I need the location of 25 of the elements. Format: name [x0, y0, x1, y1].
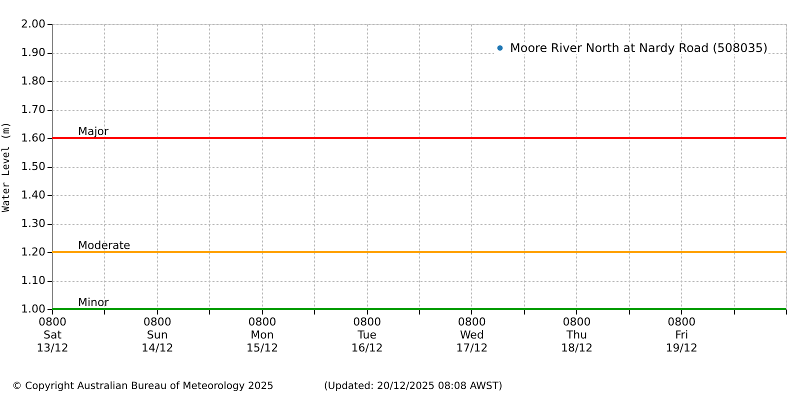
- y-tick-label: 1.70: [21, 103, 46, 116]
- y-tick-label: 1.80: [21, 74, 46, 88]
- y-tick-label: 2.00: [21, 18, 46, 30]
- ref-line-label: Moderate: [78, 239, 131, 252]
- x-tick-label: 0800 Sat 13/12: [36, 316, 68, 354]
- y-tick-label: 1.00: [21, 302, 46, 316]
- x-tick-label: 0800 Mon 15/12: [246, 316, 278, 354]
- legend-label: Moore River North at Nardy Road (508035): [510, 41, 768, 55]
- x-tick-label: 0800 Fri 19/12: [666, 316, 698, 354]
- y-tick-label: 1.10: [21, 274, 46, 287]
- y-axis-title: Water Level (m): [1, 122, 12, 212]
- y-tick-label: 1.30: [21, 217, 46, 230]
- x-tick-label: 0800 Thu 18/12: [560, 316, 593, 354]
- y-tick-label: 1.20: [21, 246, 46, 258]
- x-tick-label: 0800 Tue 16/12: [351, 316, 383, 354]
- y-tick-label: 1.50: [21, 160, 46, 173]
- y-tick-label: 1.90: [21, 46, 46, 59]
- y-tick-label: 1.40: [21, 188, 46, 202]
- x-tick-label: 0800 Wed 17/12: [456, 316, 488, 354]
- text: © Copyright Australian Bureau of Meteorology 2025: [12, 381, 274, 392]
- x-tick-label: 0800 Sun 14/12: [142, 316, 174, 354]
- ref-line-label: Major: [78, 125, 110, 138]
- text: (Updated: 20/12/2025 08:08 AWST): [324, 381, 502, 392]
- ref-line-label: Minor: [78, 296, 110, 309]
- y-tick-label: 1.60: [21, 132, 46, 144]
